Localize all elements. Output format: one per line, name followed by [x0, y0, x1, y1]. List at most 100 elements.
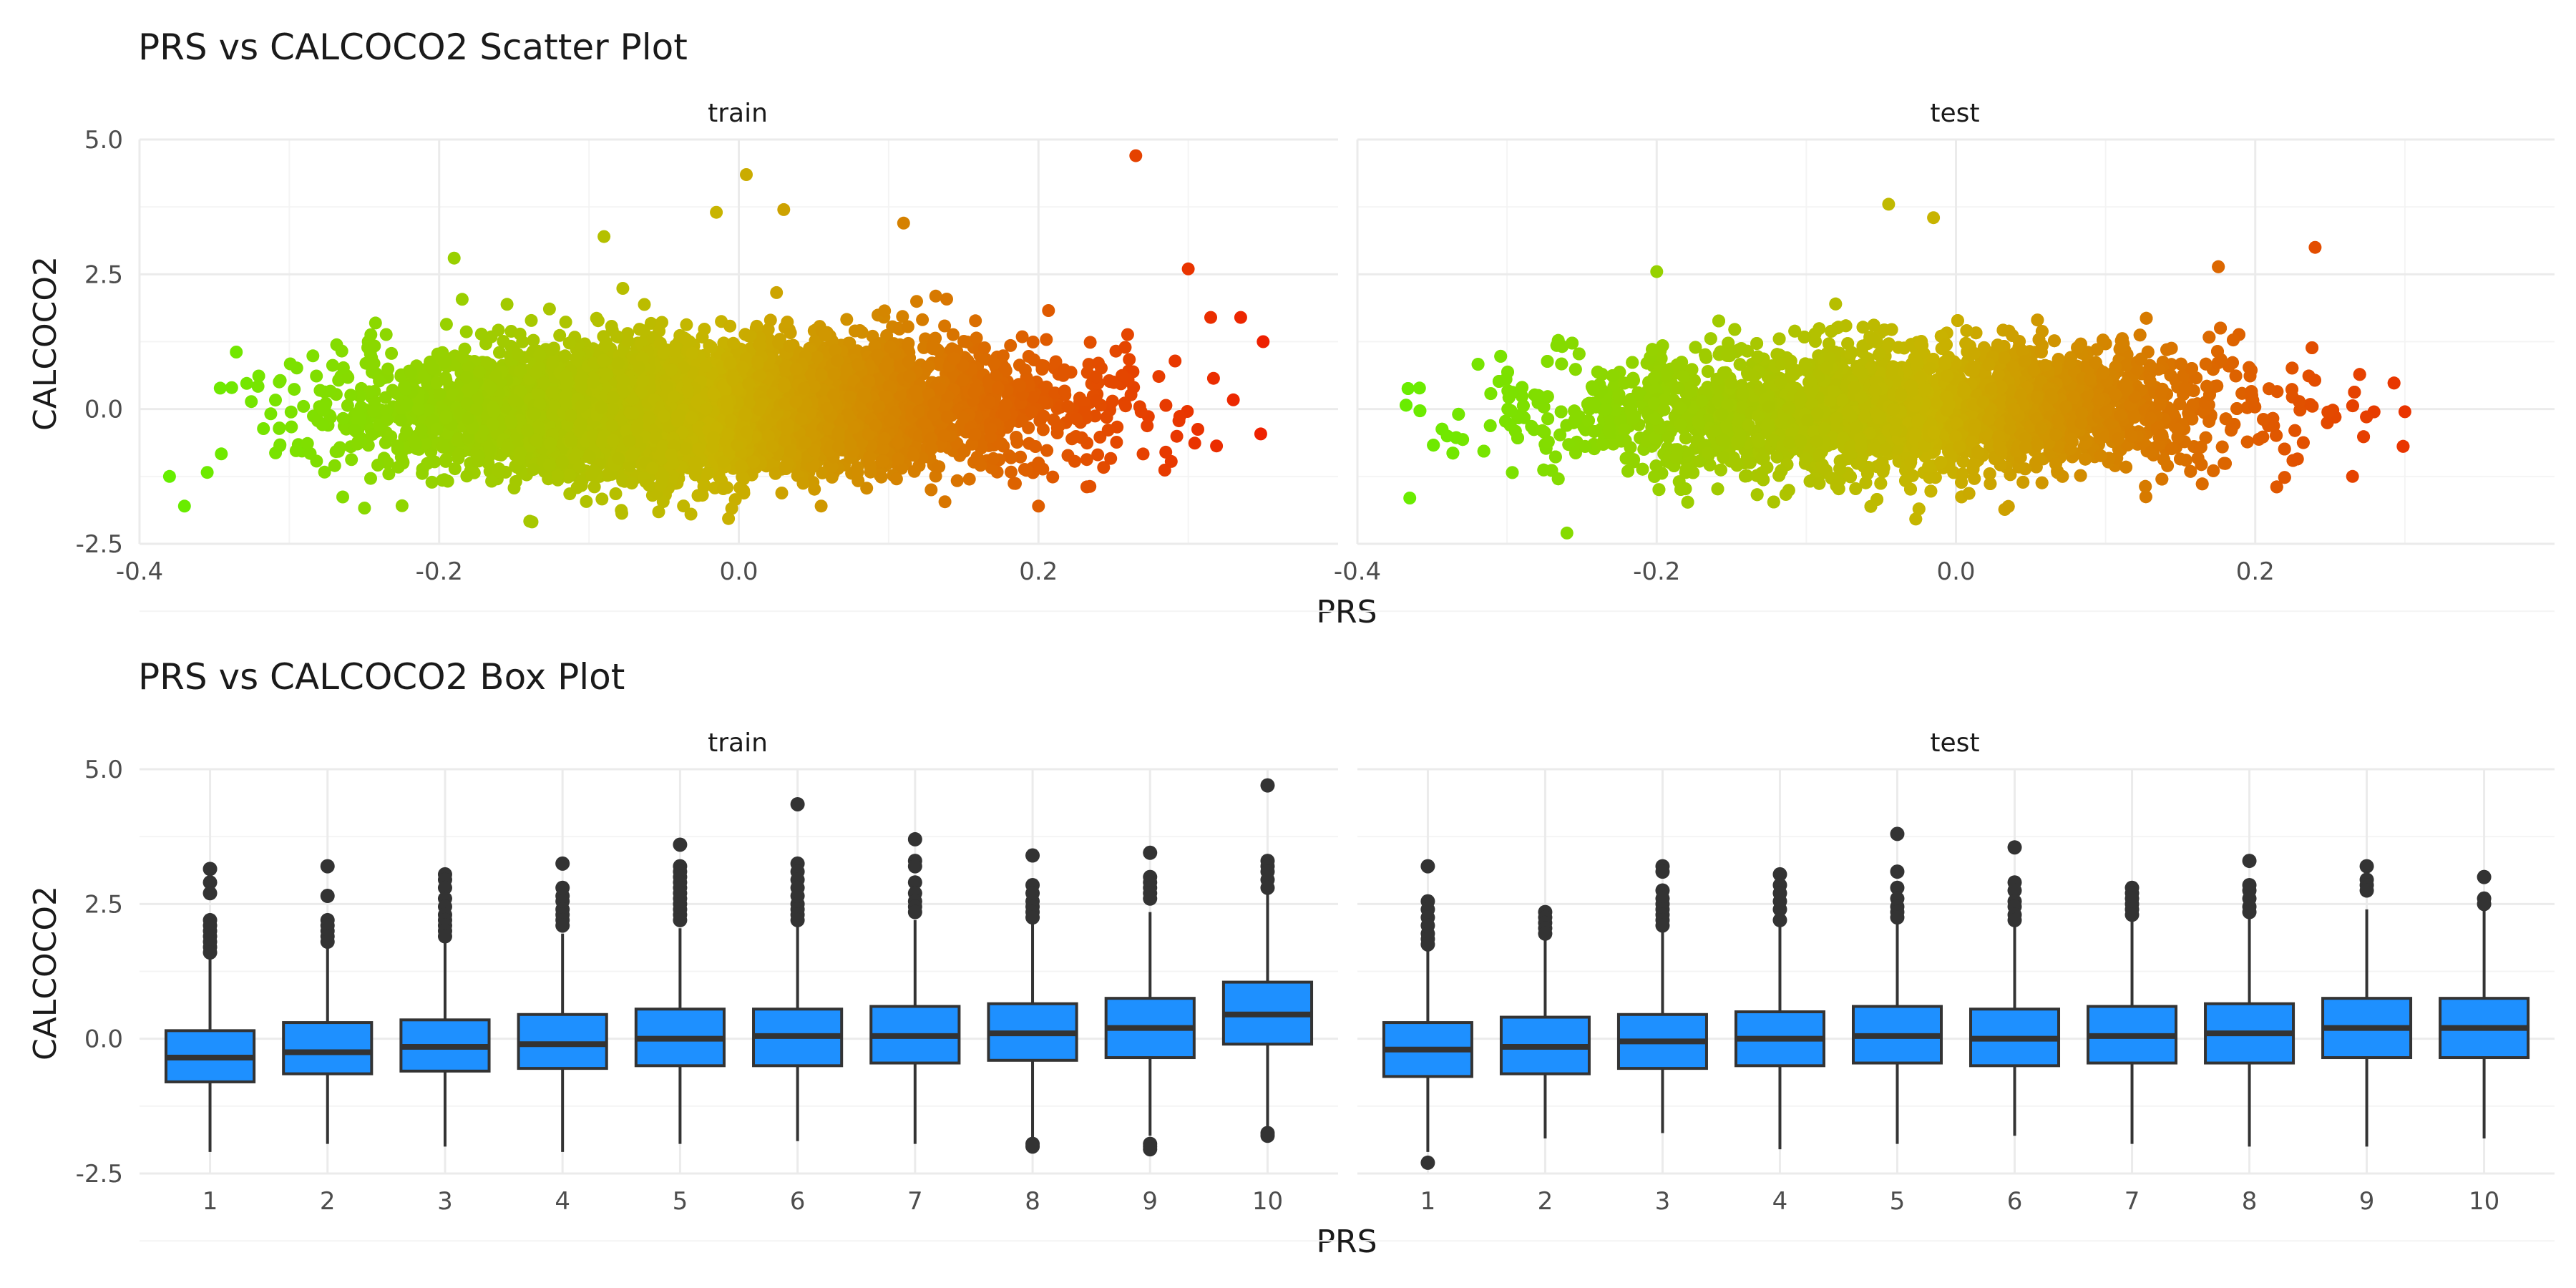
scatter-point [946, 328, 960, 341]
scatter-point [484, 381, 497, 394]
scatter-point [335, 344, 348, 358]
scatter-point [697, 480, 711, 493]
scatter-point [353, 411, 367, 425]
scatter-point [902, 336, 915, 350]
scatter-point [551, 469, 565, 482]
scatter-point [318, 465, 331, 479]
scatter-point [525, 313, 538, 327]
scatter-point [433, 387, 447, 401]
scatter-point [567, 452, 581, 465]
scatter-ylabel: CALCOCO2 [27, 256, 64, 431]
scatter-point [1040, 444, 1054, 457]
scatter-point [689, 464, 703, 478]
scatter-point [1104, 452, 1118, 465]
scatter-point [1032, 457, 1045, 470]
scatter-point [597, 354, 610, 367]
scatter-point [459, 325, 473, 338]
scatter-point [562, 469, 576, 482]
scatter-point [716, 482, 730, 495]
scatter-point [742, 377, 756, 391]
scatter-point [1169, 354, 1182, 368]
scatter-point [814, 369, 828, 382]
scatter-point [864, 465, 877, 479]
scatter-point [991, 381, 1005, 395]
scatter-strip-test: test [1930, 99, 1979, 128]
scatter-point [599, 336, 613, 349]
scatter-point [638, 298, 651, 311]
scatter-point [1035, 358, 1049, 372]
scatter-point [977, 341, 991, 355]
scatter-point [877, 454, 889, 468]
scatter-point [652, 505, 665, 519]
scatter-point [882, 379, 896, 393]
scatter-point [289, 444, 303, 457]
scatter-point [848, 324, 862, 338]
scatter-point [1123, 353, 1136, 366]
scatter-point [1152, 370, 1166, 384]
scatter-point [653, 336, 667, 350]
scatter-point [916, 313, 930, 326]
scatter-point [938, 495, 952, 509]
scatter-point [527, 463, 540, 477]
scatter-point [686, 347, 699, 361]
scatter-point [595, 492, 609, 506]
scatter-point [1018, 364, 1032, 377]
scatter-point [283, 357, 297, 371]
scatter-point [781, 316, 794, 329]
scatter-point [525, 515, 539, 529]
scatter-point [341, 399, 354, 412]
scatter-point [452, 448, 466, 462]
scatter-point [301, 436, 314, 450]
scatter-point [772, 336, 785, 350]
scatter-point [1121, 328, 1134, 341]
scatter-point [213, 381, 227, 395]
scatter-point [1015, 414, 1029, 428]
scatter-point [391, 439, 404, 453]
scatter-point [439, 409, 453, 423]
scatter-point [1026, 336, 1040, 348]
scatter-point [1010, 431, 1023, 444]
scatter-point [680, 318, 693, 331]
scatter-point [1136, 447, 1150, 461]
scatter-point [438, 355, 452, 369]
scatter-point [723, 319, 737, 333]
scatter-point [1042, 304, 1055, 317]
scatter-point [1083, 479, 1097, 493]
scatter-point [606, 402, 619, 416]
scatter-point [381, 413, 394, 426]
scatter-point [391, 460, 405, 474]
scatter-point [545, 385, 559, 399]
scatter-point [1037, 409, 1050, 423]
scatter-point [1005, 451, 1018, 464]
scatter-point [379, 436, 392, 449]
scatter-point [344, 389, 358, 402]
scatter-point [358, 502, 371, 514]
scatter-point [1080, 453, 1093, 467]
scatter-point [527, 333, 540, 347]
scatter-point [570, 351, 583, 365]
scatter-point [737, 484, 751, 497]
scatter-point [542, 302, 556, 316]
scatter-point [368, 395, 381, 408]
scatter-point [354, 400, 368, 414]
scatter-point [245, 395, 258, 409]
scatter-point [1029, 440, 1042, 453]
scatter-point [285, 420, 298, 434]
scatter-point [1206, 371, 1220, 385]
scatter-xlabel: PRS [1316, 594, 1377, 630]
scatter-point [852, 474, 865, 487]
scatter-point [273, 421, 286, 435]
scatter-title: PRS vs CALCOCO2 Scatter Plot [138, 26, 688, 68]
scatter-point [425, 475, 439, 489]
scatter-point [326, 358, 339, 372]
scatter-point [796, 477, 810, 490]
scatter-points [162, 149, 1270, 529]
scatter-point [1005, 465, 1018, 479]
scatter-point [474, 327, 488, 341]
scatter-point [532, 419, 545, 433]
scatter-point [200, 466, 214, 479]
scatter-point [956, 374, 970, 387]
scatter-point [1191, 423, 1204, 436]
scatter-point [354, 434, 367, 448]
